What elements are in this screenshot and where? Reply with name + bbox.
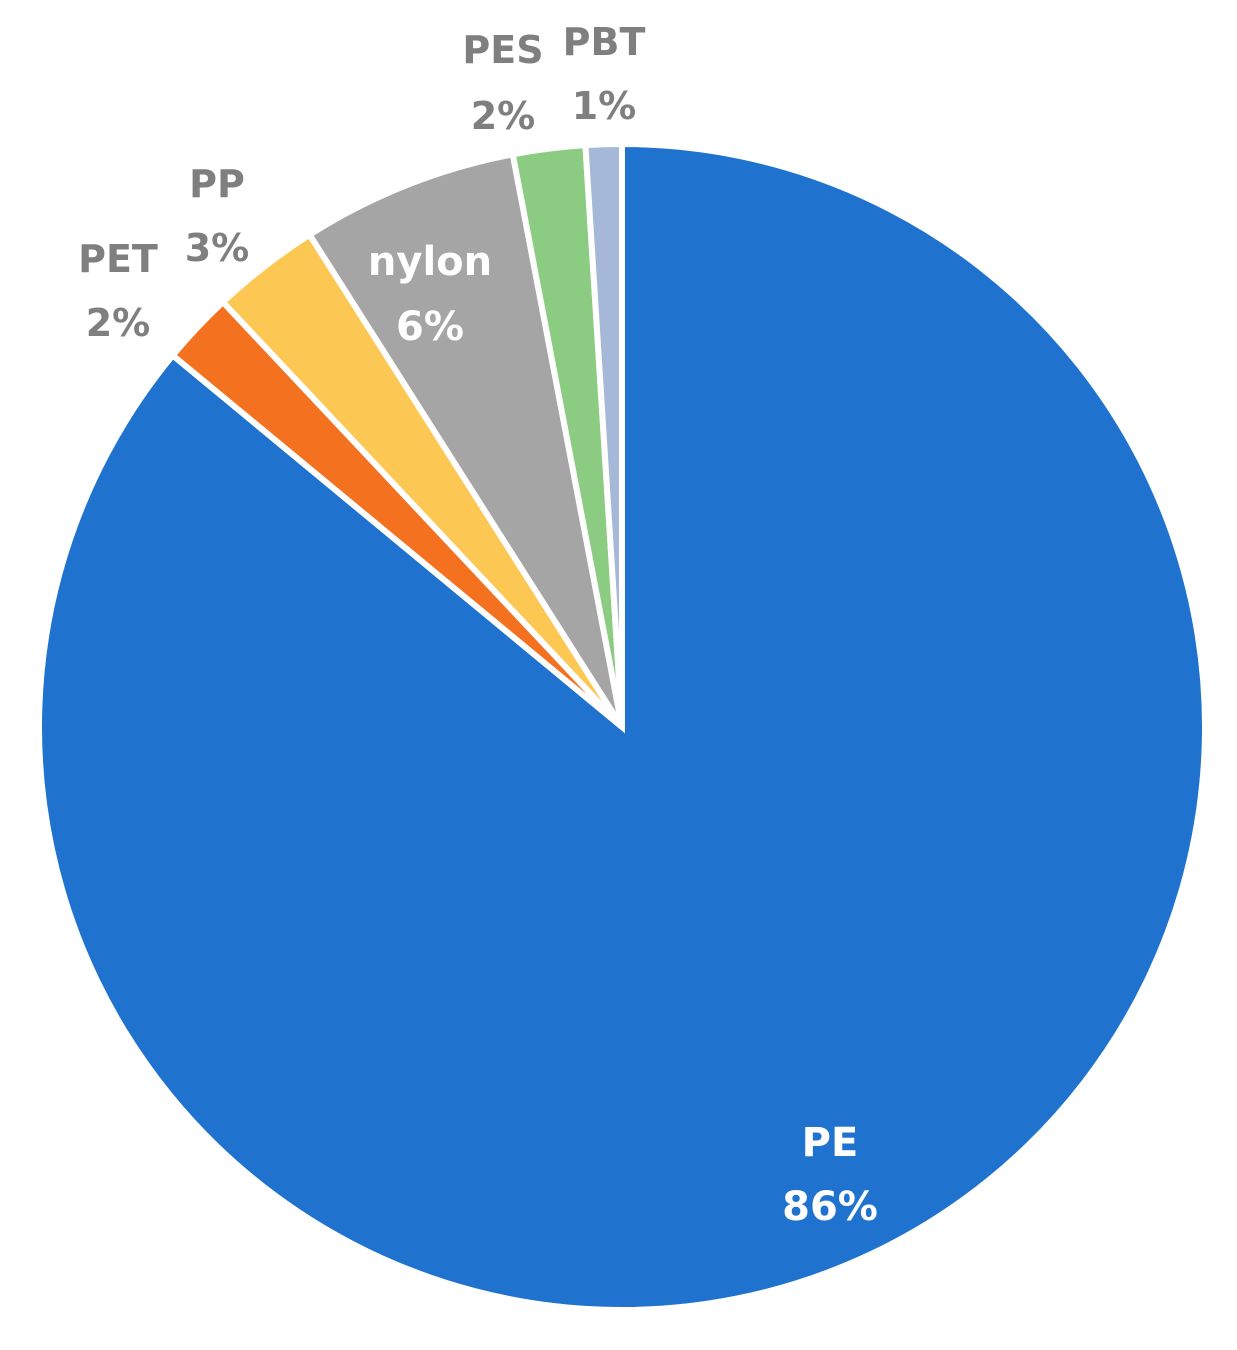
slice-value-pes: 2% [471, 94, 536, 138]
slice-label-pe: PE [802, 1120, 859, 1166]
slice-value-nylon: 6% [396, 304, 464, 350]
slice-value-pet: 2% [86, 301, 151, 345]
slice-label-pp: PP [189, 162, 245, 206]
pie-slices [36, 140, 1208, 1313]
pie-slice-pbt [582, 140, 625, 728]
slice-value-pe: 86% [782, 1184, 878, 1230]
slice-value-pp: 3% [185, 226, 250, 270]
pie-labels: PE 86% PET 2% PP 3% nylon 6% PES 2% PBT 1% [78, 20, 878, 1230]
pie-slice-nylon [305, 150, 625, 729]
slice-label-pbt: PBT [563, 20, 646, 64]
slice-value-pbt: 1% [572, 84, 637, 128]
slice-label-nylon: nylon [368, 239, 492, 285]
slice-label-pes: PES [462, 28, 543, 72]
slice-label-pet: PET [78, 237, 158, 281]
